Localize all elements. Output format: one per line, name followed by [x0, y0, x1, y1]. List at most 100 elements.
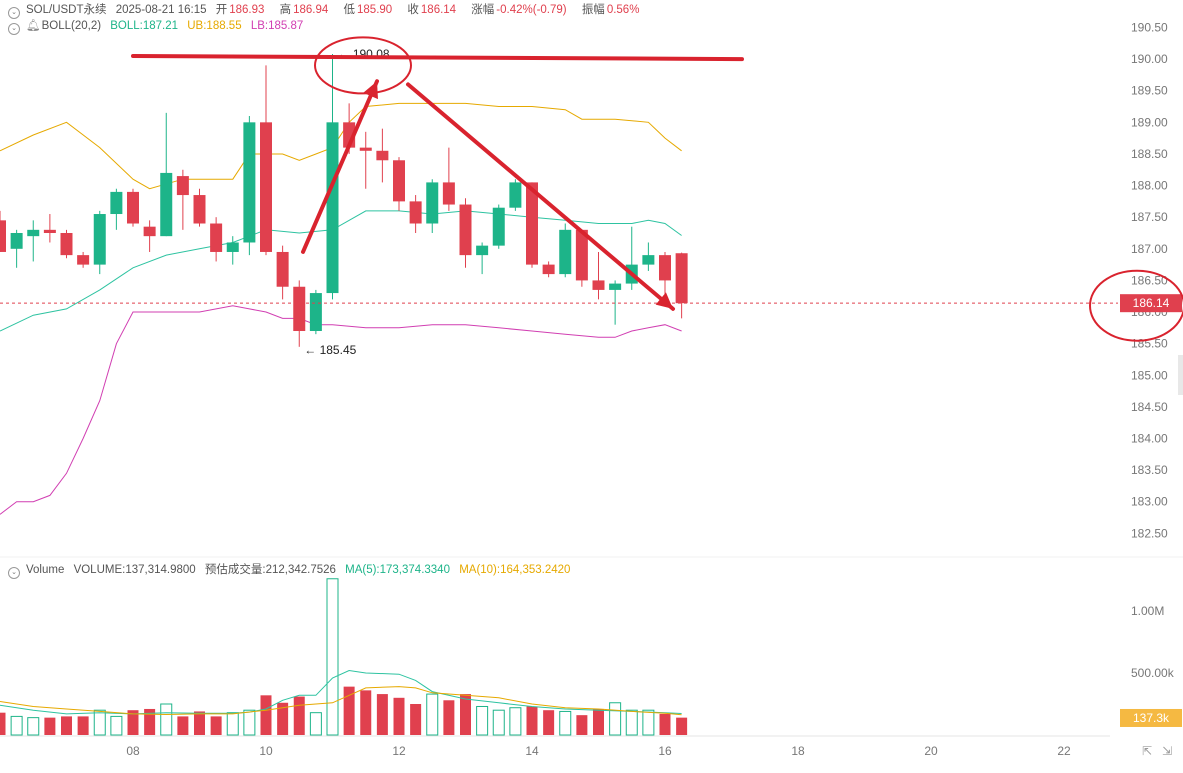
candle-body[interactable] — [526, 182, 538, 265]
candle-body[interactable] — [376, 150, 389, 161]
candle-body[interactable] — [492, 207, 505, 246]
up-arrow-head — [363, 81, 378, 100]
candle-body[interactable] — [559, 229, 572, 275]
volume-bar — [559, 710, 572, 736]
candle-body[interactable] — [309, 293, 322, 332]
volume-bar — [326, 578, 339, 736]
candle-body[interactable] — [110, 191, 123, 215]
boll-header: ⌄ 🔔︎BOLL(20,2) BOLL:187.21 UB:188.55 LB:1… — [8, 18, 309, 35]
candle-body[interactable] — [43, 229, 56, 233]
candle-body[interactable] — [260, 122, 272, 252]
price-tick-label: 185.00 — [1131, 368, 1168, 382]
volume-bar — [410, 704, 422, 735]
close-label: 收 — [407, 4, 419, 16]
volume-label: Volume — [26, 564, 65, 576]
candle-body[interactable] — [675, 253, 688, 304]
price-tick-label: 186.50 — [1131, 273, 1168, 287]
candle-body[interactable] — [575, 229, 588, 281]
price-tick-label: 187.50 — [1131, 210, 1168, 224]
collapse-icon[interactable]: ⌄ — [8, 7, 20, 19]
volume-bar — [393, 697, 405, 735]
amp-label: 振幅 — [581, 4, 605, 16]
candle-body[interactable] — [359, 147, 372, 151]
expand-icon[interactable]: ⇲ — [1162, 744, 1172, 758]
candle-body[interactable] — [326, 122, 339, 294]
volume-bar — [526, 706, 538, 735]
volume-bar — [27, 717, 40, 736]
volume-bar — [576, 715, 588, 735]
candle-body[interactable] — [409, 201, 422, 224]
volume-tick-label: 500.00k — [1131, 666, 1175, 680]
candle-body[interactable] — [642, 255, 655, 265]
candle-body[interactable] — [459, 204, 472, 256]
low-price-marker: ← 185.45 — [304, 343, 356, 357]
candle-body[interactable] — [27, 229, 40, 237]
candle-body[interactable] — [77, 255, 90, 265]
price-tick-label: 184.00 — [1131, 432, 1168, 446]
volume-bar — [293, 696, 305, 735]
up-arrow-shaft — [301, 79, 379, 254]
volume-bar — [309, 712, 322, 736]
candle-body[interactable] — [243, 122, 256, 243]
high-circle — [314, 36, 412, 95]
candle-body[interactable] — [160, 172, 173, 237]
volume-bar — [476, 705, 489, 736]
candle-body[interactable] — [93, 214, 106, 265]
candle-body[interactable] — [176, 176, 189, 196]
volume-bar — [509, 707, 522, 736]
candle-body[interactable] — [659, 255, 671, 281]
time-tick-label: 12 — [392, 744, 406, 758]
candle-body[interactable] — [442, 182, 455, 205]
candle-body[interactable] — [426, 182, 439, 224]
candle-body[interactable] — [60, 232, 73, 256]
high-label: 高 — [279, 4, 292, 16]
candle-body[interactable] — [143, 226, 156, 237]
volume-ma10-line — [0, 686, 682, 716]
volume-bar — [0, 712, 6, 735]
high-value: 186.94 — [293, 4, 329, 16]
volume-bar — [226, 712, 239, 736]
price-tick-label: 184.50 — [1131, 400, 1168, 414]
candle-body[interactable] — [509, 182, 522, 208]
volume-ma5-line — [0, 669, 682, 715]
collapse-icon[interactable]: ⌄ — [8, 567, 20, 579]
candle-body[interactable] — [210, 223, 223, 252]
price-tick-label: 183.50 — [1131, 463, 1168, 477]
candle-body[interactable] — [276, 251, 289, 287]
candle-body[interactable] — [226, 242, 239, 252]
price-header: ⌄ SOL/USDT永续 2025-08-21 16:15 开 186.93 高 18… — [8, 1, 651, 19]
volume-bar — [210, 716, 222, 735]
price-tick-label: 189.00 — [1131, 115, 1168, 129]
symbol-label: SOL/USDT永续 — [26, 4, 107, 16]
volume-bar — [110, 715, 123, 736]
candle-body[interactable] — [609, 283, 622, 290]
change-value: -0.42%(-0.79) — [496, 4, 567, 16]
price-tick-label: 183.00 — [1131, 495, 1168, 509]
boll-ub-value: UB:188.55 — [187, 20, 242, 32]
fit-icon[interactable]: ⇱ — [1142, 744, 1152, 758]
scrollbar[interactable] — [1178, 355, 1183, 395]
volume-bar — [127, 710, 139, 735]
volume-bar — [243, 709, 256, 736]
candle-body[interactable] — [0, 220, 6, 252]
open-value: 186.93 — [229, 4, 265, 16]
candle-body[interactable] — [293, 286, 306, 332]
candle-body[interactable] — [476, 245, 489, 256]
volume-bar — [144, 708, 156, 735]
candle-body[interactable] — [193, 195, 206, 224]
boll-lb-line — [0, 305, 682, 515]
volume-ma5: MA(5):173,374.3340 — [345, 564, 450, 576]
candle-body[interactable] — [393, 160, 405, 202]
low-label: 低 — [343, 4, 356, 16]
candle-body[interactable] — [592, 280, 605, 290]
collapse-icon[interactable]: ⌄ — [8, 23, 20, 35]
datetime-label: 2025-08-21 16:15 — [115, 4, 207, 16]
candle-body[interactable] — [542, 264, 555, 275]
volume-bar — [543, 710, 555, 735]
candle-body[interactable] — [127, 191, 139, 224]
time-tick-label: 18 — [791, 744, 805, 758]
volume-bar — [343, 686, 355, 735]
candle-body[interactable] — [10, 232, 23, 249]
bell-icon[interactable]: 🔔︎ — [26, 20, 41, 32]
